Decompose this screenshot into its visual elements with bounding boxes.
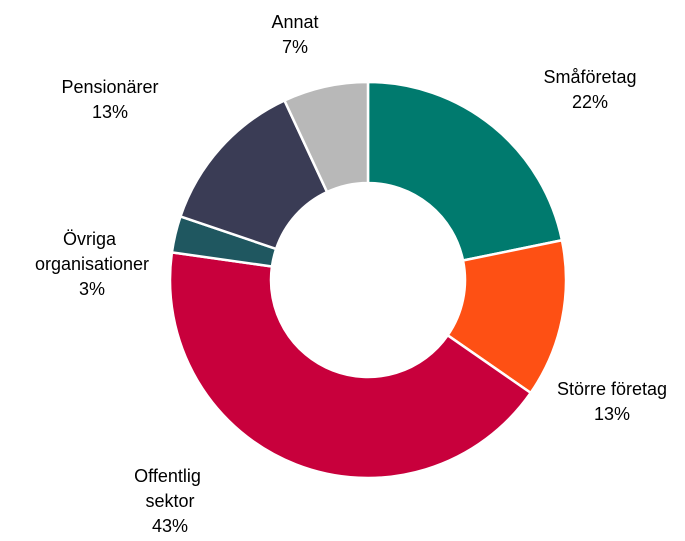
slice-label: Småföretag <box>543 67 636 87</box>
label-line: Småföretag <box>543 67 636 87</box>
slice-label: Offentlig sektor <box>134 466 206 511</box>
donut-slice <box>168 250 533 480</box>
value-label: 7% <box>282 37 308 57</box>
value-label: 22% <box>572 92 608 112</box>
slice-label: Större företag <box>557 379 667 399</box>
slice-label: Övriga organisationer <box>35 229 149 274</box>
slice-label: Pensionärer <box>61 77 158 97</box>
donut-slice <box>366 80 564 262</box>
donut-slice <box>282 80 370 194</box>
value-label: 13% <box>594 404 630 424</box>
label-line: Pensionärer <box>61 77 158 97</box>
label-line: Annat <box>271 12 318 32</box>
label-line: sektor <box>145 491 194 511</box>
slice-label: Annat <box>271 12 318 32</box>
value-label: 3% <box>79 279 105 299</box>
label-line: Offentlig <box>134 466 206 486</box>
label-line: Större företag <box>557 379 667 399</box>
label-line: organisationer <box>35 254 149 274</box>
value-label: 43% <box>152 516 188 536</box>
value-label: 13% <box>92 102 128 122</box>
label-line: Övriga <box>63 229 121 249</box>
